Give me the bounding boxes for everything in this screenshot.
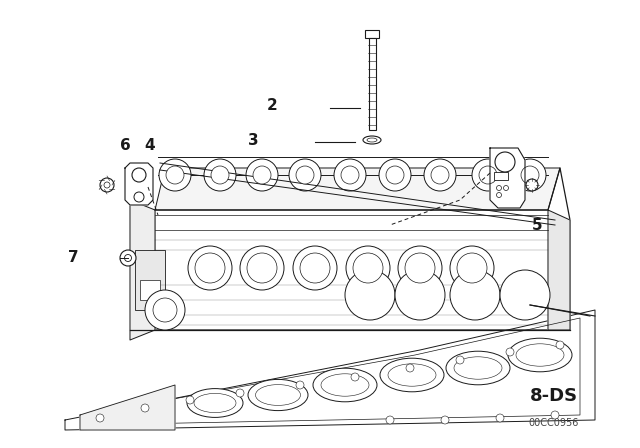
Circle shape bbox=[495, 152, 515, 172]
Circle shape bbox=[195, 253, 225, 283]
Circle shape bbox=[341, 166, 359, 184]
Circle shape bbox=[120, 250, 136, 266]
Ellipse shape bbox=[516, 344, 564, 366]
Polygon shape bbox=[130, 200, 155, 340]
Circle shape bbox=[406, 364, 414, 372]
Circle shape bbox=[293, 246, 337, 290]
Circle shape bbox=[296, 381, 304, 389]
Ellipse shape bbox=[508, 338, 572, 372]
Text: 2: 2 bbox=[267, 98, 277, 112]
Circle shape bbox=[246, 159, 278, 191]
Circle shape bbox=[296, 166, 314, 184]
Ellipse shape bbox=[367, 138, 377, 142]
Circle shape bbox=[104, 182, 110, 188]
Ellipse shape bbox=[454, 357, 502, 379]
Ellipse shape bbox=[388, 364, 436, 386]
Circle shape bbox=[289, 159, 321, 191]
Circle shape bbox=[96, 414, 104, 422]
Circle shape bbox=[159, 159, 191, 191]
Circle shape bbox=[450, 270, 500, 320]
Circle shape bbox=[153, 298, 177, 322]
Polygon shape bbox=[490, 148, 525, 208]
Circle shape bbox=[351, 373, 359, 381]
Circle shape bbox=[450, 246, 494, 290]
Circle shape bbox=[334, 159, 366, 191]
Circle shape bbox=[379, 159, 411, 191]
Circle shape bbox=[346, 246, 390, 290]
Circle shape bbox=[504, 185, 509, 190]
Bar bbox=[140, 280, 160, 300]
Ellipse shape bbox=[313, 368, 377, 402]
Polygon shape bbox=[155, 168, 570, 330]
Ellipse shape bbox=[255, 384, 301, 405]
Circle shape bbox=[353, 253, 383, 283]
Ellipse shape bbox=[363, 136, 381, 144]
Circle shape bbox=[472, 159, 504, 191]
Circle shape bbox=[134, 192, 144, 202]
Circle shape bbox=[247, 253, 277, 283]
Bar bbox=[494, 172, 508, 180]
Text: 00CC0956: 00CC0956 bbox=[529, 418, 579, 428]
Circle shape bbox=[496, 414, 504, 422]
Circle shape bbox=[211, 166, 229, 184]
Bar bbox=[135, 250, 165, 310]
Circle shape bbox=[551, 411, 559, 419]
Circle shape bbox=[166, 166, 184, 184]
Circle shape bbox=[497, 193, 502, 198]
Text: 5: 5 bbox=[532, 217, 542, 233]
Ellipse shape bbox=[194, 393, 236, 413]
Circle shape bbox=[253, 166, 271, 184]
Circle shape bbox=[500, 270, 550, 320]
Circle shape bbox=[457, 253, 487, 283]
Polygon shape bbox=[548, 210, 570, 330]
Circle shape bbox=[204, 159, 236, 191]
Polygon shape bbox=[125, 163, 153, 205]
Text: 7: 7 bbox=[68, 250, 78, 264]
Circle shape bbox=[424, 159, 456, 191]
Ellipse shape bbox=[187, 388, 243, 418]
Circle shape bbox=[145, 290, 185, 330]
Circle shape bbox=[125, 254, 131, 262]
Circle shape bbox=[386, 416, 394, 424]
Circle shape bbox=[526, 179, 538, 191]
Circle shape bbox=[521, 166, 539, 184]
Text: 8-DS: 8-DS bbox=[529, 388, 578, 405]
Circle shape bbox=[456, 356, 464, 364]
Circle shape bbox=[479, 166, 497, 184]
Circle shape bbox=[497, 185, 502, 190]
Text: 6: 6 bbox=[552, 217, 563, 233]
Circle shape bbox=[188, 246, 232, 290]
Text: 3: 3 bbox=[248, 133, 259, 147]
Circle shape bbox=[345, 270, 395, 320]
Text: 1: 1 bbox=[545, 294, 556, 310]
Circle shape bbox=[441, 416, 449, 424]
Bar bbox=[365, 30, 379, 38]
Ellipse shape bbox=[321, 374, 369, 396]
Circle shape bbox=[132, 168, 146, 182]
Circle shape bbox=[431, 166, 449, 184]
Text: 4: 4 bbox=[145, 138, 156, 152]
Circle shape bbox=[141, 404, 149, 412]
Circle shape bbox=[405, 253, 435, 283]
Polygon shape bbox=[80, 385, 175, 430]
Polygon shape bbox=[155, 168, 560, 210]
Circle shape bbox=[556, 341, 564, 349]
Ellipse shape bbox=[380, 358, 444, 392]
Ellipse shape bbox=[446, 351, 510, 385]
Circle shape bbox=[386, 166, 404, 184]
Circle shape bbox=[300, 253, 330, 283]
Circle shape bbox=[514, 159, 546, 191]
Circle shape bbox=[395, 270, 445, 320]
Circle shape bbox=[100, 178, 114, 192]
Circle shape bbox=[236, 389, 244, 397]
Circle shape bbox=[506, 348, 514, 356]
Text: 6: 6 bbox=[120, 138, 131, 152]
Circle shape bbox=[186, 396, 194, 404]
Ellipse shape bbox=[248, 379, 308, 411]
Circle shape bbox=[398, 246, 442, 290]
Circle shape bbox=[240, 246, 284, 290]
Polygon shape bbox=[65, 310, 595, 430]
Bar bbox=[369, 38, 376, 130]
